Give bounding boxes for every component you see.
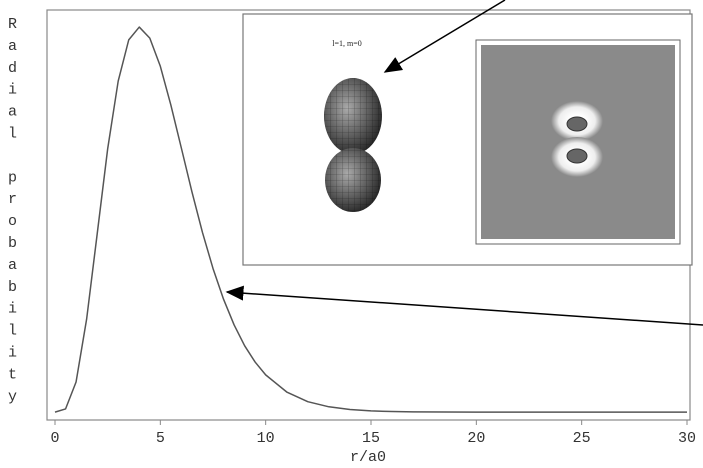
x-axis-label: r/a0 [350,449,386,466]
density-core [567,149,587,163]
page: {"chart_data": {"type": "line", "x_label… [0,0,703,468]
lobe-mesh [324,78,382,154]
x-tick-label: 5 [156,430,165,447]
inset-label: l=1, m=0 [332,39,361,48]
x-tick-label: 20 [467,430,485,447]
density-core [567,117,587,131]
inset: l=1, m=0 [243,14,692,265]
arrow [227,292,703,325]
y-axis-label: Radial probability [4,16,21,410]
x-tick-label: 0 [50,430,59,447]
lobe-mesh [325,148,381,212]
x-tick-label: 10 [257,430,275,447]
x-tick-label: 15 [362,430,380,447]
x-tick-label: 30 [678,430,696,447]
x-tick-label: 25 [573,430,591,447]
chart: l=1, m=0 r/a0 0 5 10 15 20 25 30 [0,0,703,468]
